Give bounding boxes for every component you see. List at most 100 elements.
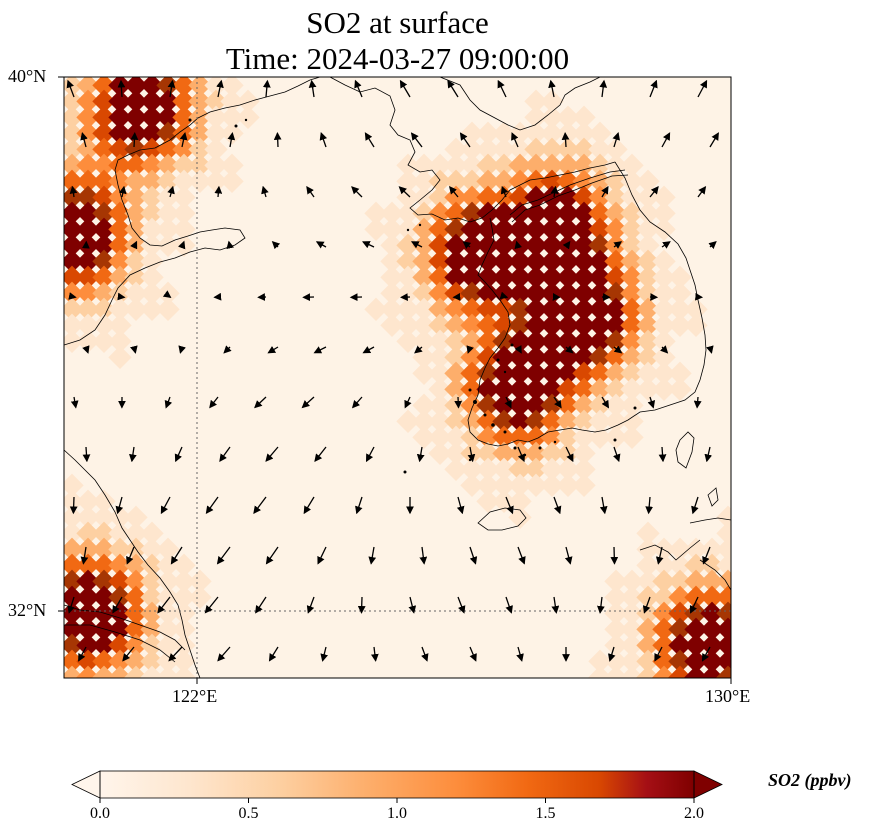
so2-cell [460,265,484,290]
so2-cell [460,281,484,306]
wind-arrow [517,446,526,463]
so2-cell [524,345,548,370]
so2-cell [652,601,676,626]
so2-cell [684,665,708,678]
so2-cell [556,153,580,178]
so2-cell [556,265,580,290]
so2-cell [492,137,516,162]
so2-cell [460,409,484,434]
so2-cell [140,137,164,162]
so2-cell [476,185,500,210]
wind-arrow [227,132,236,148]
so2-cell [156,217,180,242]
so2-cell [380,313,404,338]
so2-cell [204,105,228,130]
so2-cell [428,345,452,370]
wind-arrow [599,496,608,515]
wind-arrow [408,596,417,614]
so2-cell [716,601,731,626]
so2-cell [668,537,692,562]
so2-cell [636,233,660,258]
so2-cell [572,265,596,290]
wind-arrow [351,186,363,198]
so2-cell [476,281,500,306]
so2-cell [636,201,660,226]
so2-cell [508,265,532,290]
so2-cell [444,297,468,322]
so2-cell [540,329,564,354]
wind-arrow [179,132,188,148]
so2-cell [492,473,516,498]
so2-cell [572,249,596,274]
colorbar-gradient [100,771,694,798]
so2-cell [412,201,436,226]
so2-cell [188,169,212,194]
so2-cell [524,297,548,322]
so2-cell [460,137,484,162]
so2-cell [524,441,548,466]
wind-arrow [654,646,663,662]
so2-cell [76,185,100,210]
wind-arrow [214,185,223,198]
wind-arrow [414,345,423,354]
so2-cell [412,393,436,418]
so2-cell [604,313,628,338]
so2-cell [124,217,148,242]
so2-cell [572,233,596,258]
so2-cell [588,329,612,354]
so2-cell [556,297,580,322]
wind-arrow [421,646,429,662]
so2-cell [188,121,212,146]
wind-arrow [170,546,183,565]
wind-arrow [262,79,271,98]
so2-cell [604,585,628,610]
wind-arrow [514,240,523,250]
so2-cell [76,105,100,130]
so2-cell [412,425,436,450]
so2-cell [540,441,564,466]
so2-cell [716,665,731,678]
so2-cell [620,345,644,370]
so2-cell [428,329,452,354]
so2-cell [396,297,420,322]
so2-cell [620,393,644,418]
so2-cell [620,265,644,290]
wind-arrow [469,546,478,565]
so2-cell [396,313,420,338]
wind-arrow [216,546,231,565]
so2-cell [540,201,564,226]
so2-cell [588,201,612,226]
so2-cell [156,201,180,226]
so2-cell [620,617,644,642]
so2-cell [476,169,500,194]
so2-cell [540,457,564,482]
so2-cell [492,233,516,258]
wind-arrow [273,131,282,148]
so2-cell [572,345,596,370]
so2-cell [508,153,532,178]
so2-cell [492,169,516,194]
colorbar-min-extend [71,770,101,799]
so2-cell [476,313,500,338]
so2-cell [684,313,708,338]
so2-cell [604,393,628,418]
so2-cell [492,249,516,274]
so2-cell [396,201,420,226]
wind-arrow [364,132,375,148]
so2-cell [588,265,612,290]
wind-arrow [410,132,423,148]
so2-cell [428,153,452,178]
wind-arrow [217,646,231,662]
so2-cell [636,553,660,578]
wind-arrow [550,185,559,198]
so2-cell [524,137,548,162]
wind-arrow [164,396,173,409]
wind-arrow [505,596,513,614]
so2-cell [636,617,660,642]
so2-cell [524,281,548,306]
wind-arrow [178,345,186,354]
wind-arrow [320,646,328,662]
so2-cell [380,233,404,258]
so2-cell [604,185,628,210]
so2-cell [508,169,532,194]
